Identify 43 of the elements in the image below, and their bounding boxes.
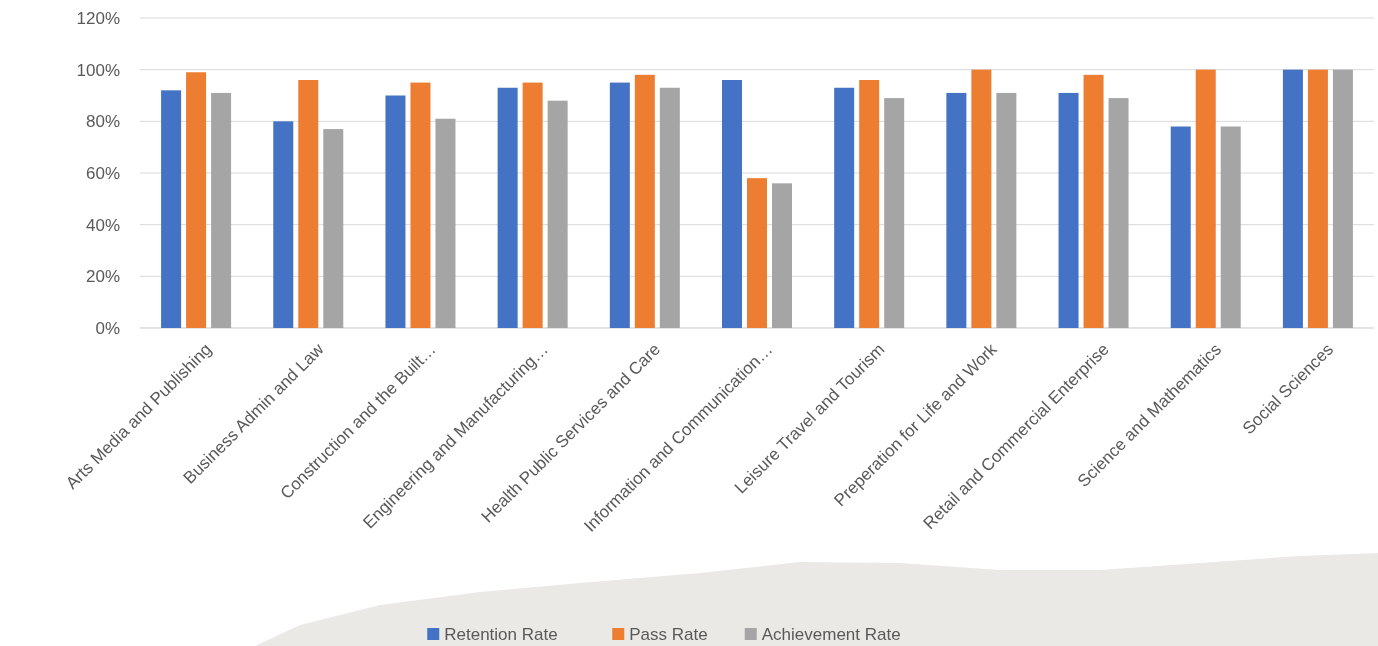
bar [522,82,543,328]
bar [273,121,294,328]
legend-label: Achievement Rate [761,624,901,644]
bar [497,87,518,328]
bar [747,178,767,328]
bar [161,90,182,328]
bar [772,183,792,328]
bar [1083,74,1104,328]
bar [634,74,655,328]
bar [1307,69,1328,328]
bar [659,87,680,328]
bar [323,129,344,328]
bar [722,80,742,328]
bar [971,69,992,328]
bar [547,100,568,328]
bar [884,98,905,328]
bar [1282,69,1303,328]
bar [859,80,880,328]
bar [834,87,855,328]
y-tick-label: 60% [85,163,120,183]
bar [410,82,431,328]
y-tick-label: 120% [76,8,120,28]
legend-label: Pass Rate [629,624,708,644]
bar [996,92,1017,328]
bar [946,92,967,328]
bar [1170,126,1191,328]
bar [435,118,456,328]
bar [1195,69,1216,328]
bar [1332,69,1353,328]
y-tick-label: 80% [85,112,120,132]
bar [1058,92,1079,328]
bar [186,72,207,328]
y-tick-label: 0% [95,318,120,338]
bar [1108,98,1129,328]
bar [211,92,232,328]
bar [1220,126,1241,328]
bar [298,80,319,328]
bar [609,82,630,328]
bar [385,95,406,328]
y-tick-label: 40% [85,215,120,235]
y-tick-label: 20% [85,267,120,287]
y-tick-label: 100% [76,60,120,80]
legend-label: Retention Rate [444,624,558,644]
